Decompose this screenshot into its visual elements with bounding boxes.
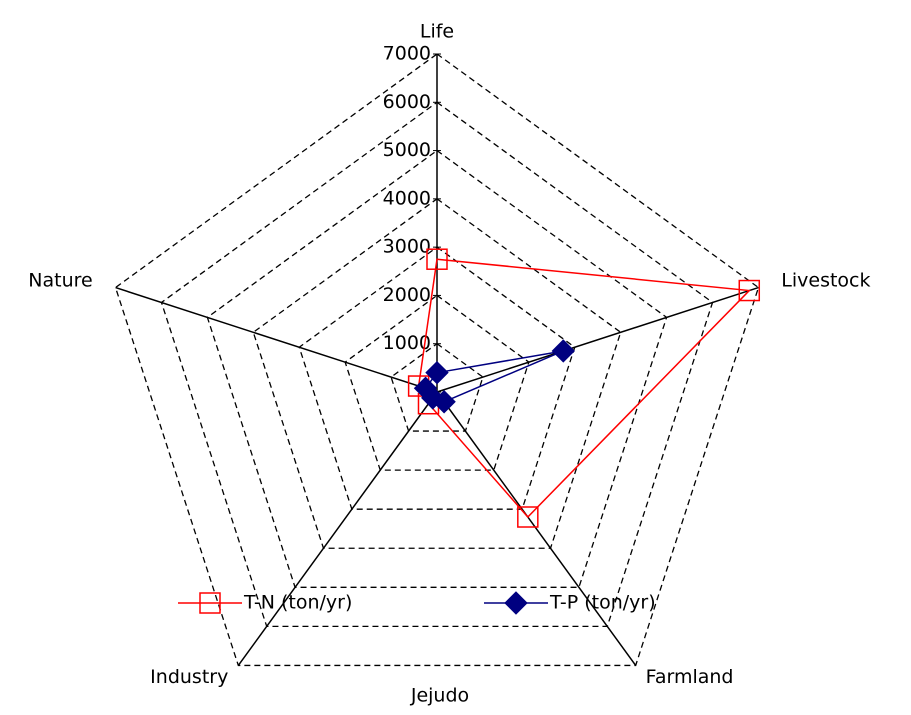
chart-title: Jejudo: [410, 685, 469, 707]
category-label: Industry: [150, 666, 228, 688]
marker: [425, 360, 449, 385]
category-label: Livestock: [781, 269, 870, 291]
radial-axis: [436, 286, 759, 393]
marker: [426, 248, 448, 270]
marker: [504, 591, 528, 615]
y-tick-label: 2000: [383, 284, 431, 306]
legend-label: T-P (ton/yr): [549, 592, 656, 614]
legend-label: T-N (ton/yr): [243, 592, 352, 614]
grid-line: [344, 294, 530, 471]
y-tick-label: 6000: [383, 91, 431, 113]
grid-line: [390, 342, 484, 432]
grid-line: [114, 53, 760, 667]
series-line: [417, 258, 751, 519]
grid-line: [206, 149, 668, 588]
marker: [738, 279, 761, 302]
marker: [413, 376, 438, 400]
radial-axis: [237, 391, 438, 666]
marker: [551, 339, 575, 363]
y-tick-label: 7000: [383, 43, 431, 65]
category-label: Life: [420, 21, 454, 43]
y-tick-label: 1000: [383, 332, 431, 354]
marker: [517, 506, 539, 528]
y-tick-label: 4000: [383, 187, 431, 209]
radial-axis: [436, 391, 637, 666]
marker: [199, 592, 221, 614]
y-tick-label: 5000: [383, 139, 431, 161]
category-label: Nature: [28, 269, 92, 291]
category-label: Farmland: [646, 666, 734, 688]
grid-line: [160, 101, 714, 628]
grid-line: [298, 246, 576, 510]
y-tick-label: 3000: [383, 236, 431, 258]
radial-axis: [115, 286, 438, 393]
